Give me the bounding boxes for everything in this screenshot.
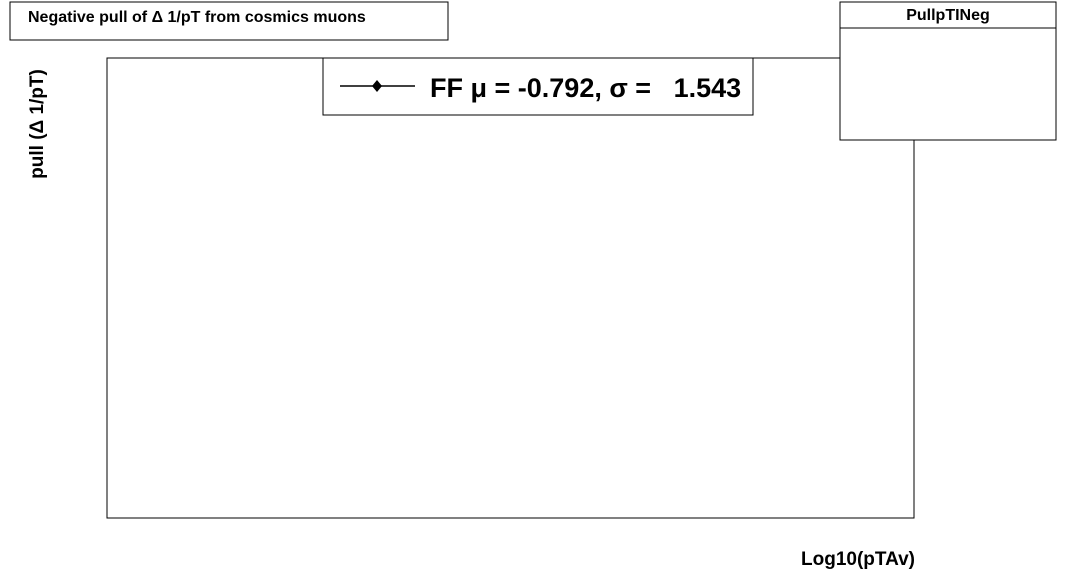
legend: FF μ = -0.792, σ = 1.543 (322, 57, 754, 116)
x-axis-label: Log10(pTAv) (801, 549, 915, 570)
plot-frame (106, 57, 915, 519)
stats-frame (839, 1, 1057, 141)
legend-marker (372, 80, 382, 92)
stats-title: PullpTINeg (906, 7, 990, 24)
legend-label: FF μ = -0.792, σ = 1.543 (430, 73, 741, 103)
y-axis-label: pull (Δ 1/pT) (27, 69, 48, 179)
chart-title: Negative pull of Δ 1/pT from cosmics muo… (28, 9, 366, 26)
stats-box: PullpTINeg (839, 1, 1057, 141)
title-box (9, 1, 449, 41)
